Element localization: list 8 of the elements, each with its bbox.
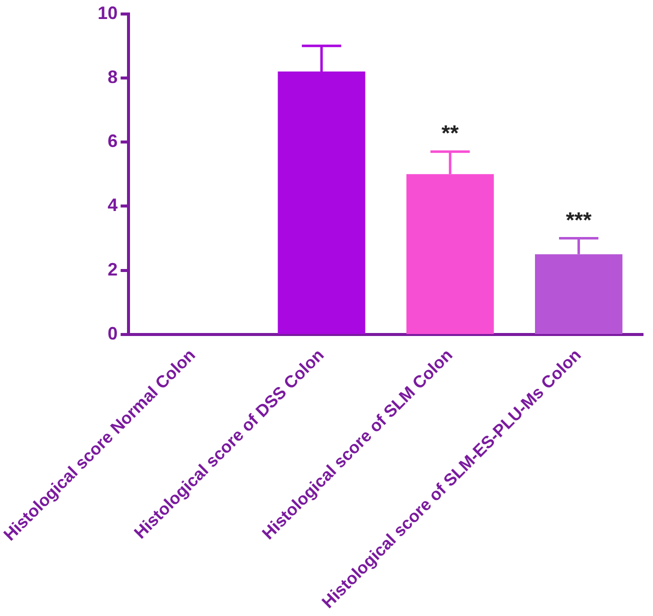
y-tick-label: 2 — [108, 259, 118, 280]
y-tick-label: 10 — [98, 2, 118, 23]
y-tick-label: 8 — [108, 66, 118, 87]
y-tick-label: 4 — [108, 195, 118, 216]
y-tick-label: 0 — [108, 323, 118, 344]
annotation: ** — [442, 120, 460, 146]
y-tick-label: 6 — [108, 131, 118, 152]
annotation: *** — [566, 207, 592, 232]
